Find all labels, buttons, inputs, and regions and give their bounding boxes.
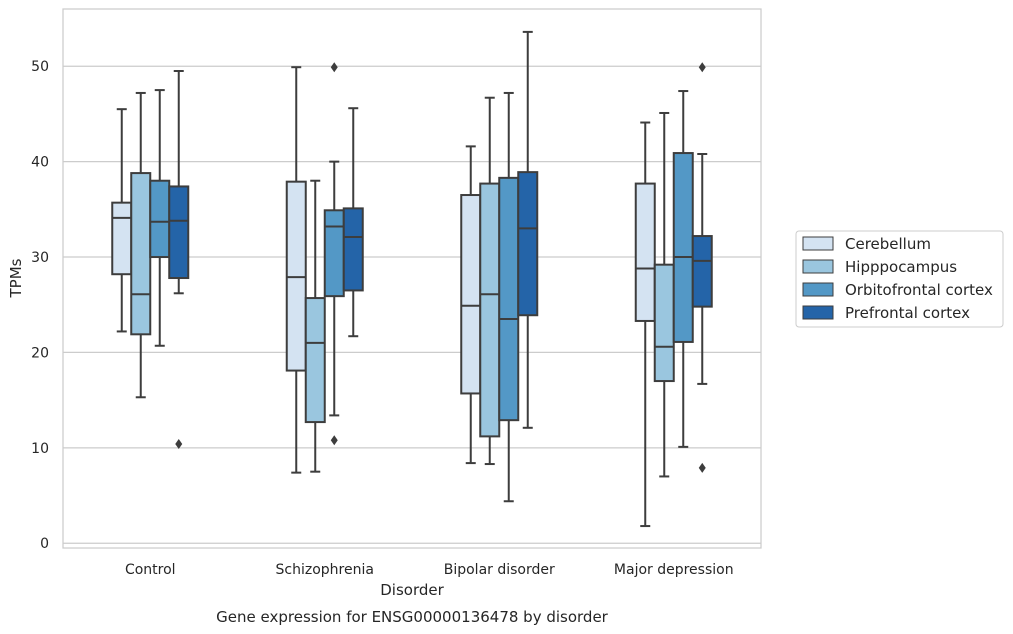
y-tick-label: 0 bbox=[40, 536, 49, 552]
iqr-box bbox=[517, 171, 539, 317]
box-orbitofrontal-cortex bbox=[323, 62, 345, 446]
box-orbitofrontal-cortex bbox=[672, 90, 694, 448]
y-tick-label: 50 bbox=[31, 59, 49, 75]
iqr-box bbox=[342, 207, 364, 292]
box-cerebellum bbox=[111, 108, 133, 333]
x-axis-ticks: Control Schizophrenia Bipolar disorder Majo… bbox=[125, 562, 734, 578]
iqr-box bbox=[323, 209, 345, 298]
legend-swatch bbox=[802, 305, 834, 320]
box-hipppocampus bbox=[130, 91, 152, 399]
outlier-point bbox=[330, 62, 338, 73]
x-tick-label: Bipolar disorder bbox=[444, 562, 555, 578]
x-tick-label: Control bbox=[125, 562, 176, 578]
box-prefrontal-cortex bbox=[517, 30, 539, 429]
x-tick-label: Major depression bbox=[614, 562, 734, 578]
iqr-box bbox=[149, 179, 171, 259]
box-cerebellum bbox=[460, 145, 482, 465]
legend-label: Cerebellum bbox=[845, 235, 931, 253]
outlier-point bbox=[698, 462, 706, 473]
x-axis-title: Disorder bbox=[380, 581, 444, 599]
box-prefrontal-cortex bbox=[342, 107, 364, 338]
iqr-box bbox=[304, 297, 326, 424]
boxes bbox=[111, 30, 713, 528]
iqr-box bbox=[460, 194, 482, 395]
y-axis-title: TPMs bbox=[7, 258, 25, 298]
plot-area-frame bbox=[62, 8, 762, 549]
legend-swatch bbox=[802, 282, 834, 297]
y-tick-label: 20 bbox=[31, 345, 49, 361]
outlier-point bbox=[330, 435, 338, 446]
box-cerebellum bbox=[285, 66, 307, 474]
box-prefrontal-cortex bbox=[691, 62, 713, 473]
box-hipppocampus bbox=[304, 179, 326, 473]
iqr-box bbox=[634, 182, 656, 322]
legend-label: Prefrontal cortex bbox=[845, 304, 970, 322]
legend-label: Orbitofrontal cortex bbox=[845, 281, 993, 299]
iqr-box bbox=[168, 185, 190, 280]
box-orbitofrontal-cortex bbox=[498, 91, 520, 503]
y-axis-ticks: 0 10 20 30 40 50 bbox=[31, 59, 49, 552]
legend: Cerebellum Hipppocampus Orbitofrontal cort… bbox=[795, 230, 1004, 328]
box-hipppocampus bbox=[653, 111, 675, 478]
y-tick-label: 30 bbox=[31, 250, 49, 266]
iqr-box bbox=[498, 176, 520, 422]
box-orbitofrontal-cortex bbox=[149, 89, 171, 347]
iqr-box bbox=[691, 235, 713, 308]
iqr-box bbox=[130, 172, 152, 336]
box-hipppocampus bbox=[479, 96, 501, 466]
iqr-box bbox=[479, 182, 501, 438]
y-tick-label: 40 bbox=[31, 155, 49, 171]
legend-frame bbox=[795, 230, 1004, 328]
y-tick-label: 10 bbox=[31, 441, 49, 457]
legend-swatch bbox=[802, 236, 834, 251]
box-prefrontal-cortex bbox=[168, 70, 190, 450]
iqr-box bbox=[111, 201, 133, 276]
box-cerebellum bbox=[634, 121, 656, 528]
legend-label: Hipppocampus bbox=[845, 258, 957, 276]
outlier-point bbox=[175, 439, 183, 450]
outlier-point bbox=[698, 62, 706, 73]
chart-title: Gene expression for ENSG00000136478 by d… bbox=[216, 608, 609, 626]
legend-swatch bbox=[802, 259, 834, 274]
iqr-box bbox=[672, 152, 694, 343]
x-tick-label: Schizophrenia bbox=[276, 562, 374, 578]
iqr-box bbox=[653, 263, 675, 383]
